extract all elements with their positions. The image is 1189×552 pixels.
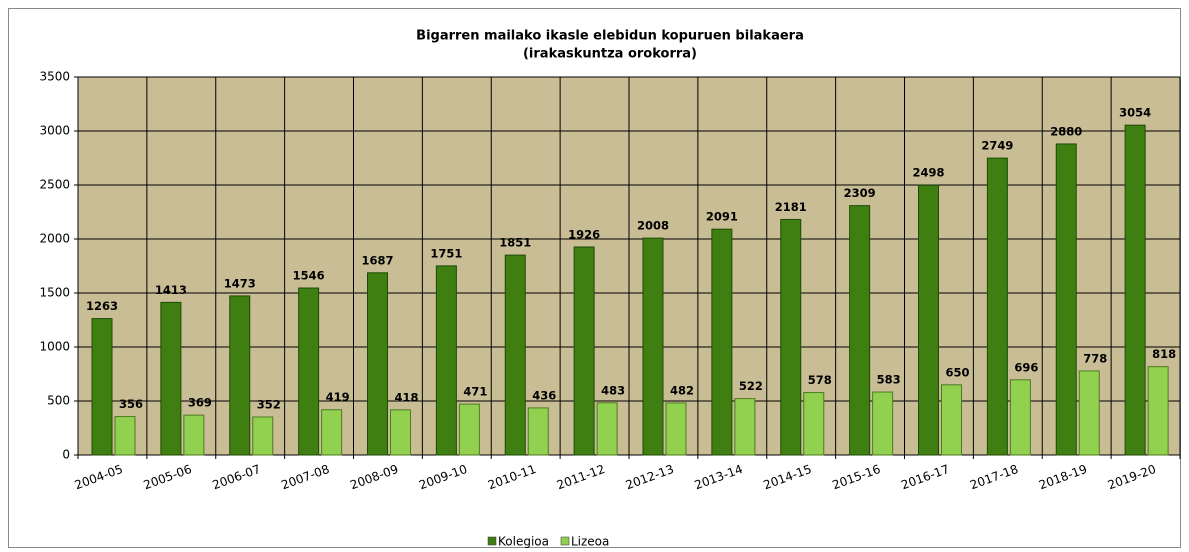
bar bbox=[458, 403, 480, 456]
data-label: 2181 bbox=[775, 200, 807, 214]
bar bbox=[252, 416, 274, 456]
bar bbox=[1055, 143, 1077, 456]
bar bbox=[114, 416, 136, 456]
data-label: 369 bbox=[188, 396, 212, 410]
data-label: 1851 bbox=[499, 236, 531, 250]
data-label: 352 bbox=[257, 397, 281, 411]
y-tick-label: 3000 bbox=[39, 124, 70, 138]
y-tick-label: 2000 bbox=[39, 232, 70, 246]
bar bbox=[390, 409, 411, 456]
bar bbox=[780, 218, 802, 456]
bar bbox=[941, 384, 962, 456]
data-label: 818 bbox=[1152, 347, 1176, 361]
y-tick-label: 3500 bbox=[39, 70, 70, 84]
data-label: 1687 bbox=[361, 253, 393, 267]
data-label: 2309 bbox=[844, 186, 876, 200]
data-label: 2091 bbox=[706, 210, 738, 224]
legend-label: Lizeoa bbox=[571, 535, 609, 549]
bar bbox=[803, 392, 825, 456]
data-label: 483 bbox=[601, 383, 625, 397]
bar bbox=[527, 407, 549, 456]
legend-swatch bbox=[560, 536, 570, 546]
data-label: 482 bbox=[670, 383, 694, 397]
data-label: 3054 bbox=[1119, 106, 1151, 120]
data-label: 1413 bbox=[155, 283, 187, 297]
data-label: 578 bbox=[808, 373, 832, 387]
bar bbox=[1078, 370, 1100, 456]
data-label: 1546 bbox=[293, 269, 325, 283]
bar bbox=[321, 409, 343, 456]
y-tick-label: 500 bbox=[47, 394, 70, 408]
bar bbox=[298, 287, 320, 456]
data-label: 2749 bbox=[981, 139, 1013, 153]
bar bbox=[849, 205, 871, 456]
bar bbox=[573, 246, 595, 456]
data-label: 471 bbox=[463, 385, 487, 399]
bar bbox=[91, 318, 113, 456]
bar bbox=[1009, 379, 1031, 456]
data-label: 418 bbox=[394, 390, 418, 404]
chart-title: Bigarren mailako ikasle elebidun kopurue… bbox=[416, 29, 804, 44]
bar bbox=[435, 265, 457, 456]
data-label: 419 bbox=[326, 390, 350, 404]
chart-subtitle: (irakaskuntza orokorra) bbox=[523, 47, 697, 62]
data-label: 1263 bbox=[86, 299, 118, 313]
bar bbox=[229, 295, 251, 456]
bar bbox=[183, 414, 205, 456]
data-label: 2498 bbox=[912, 166, 944, 180]
bar bbox=[504, 254, 526, 456]
y-tick-label: 0 bbox=[62, 448, 70, 462]
y-tick-label: 1000 bbox=[39, 340, 70, 354]
legend-label: Kolegioa bbox=[498, 535, 549, 549]
bar bbox=[160, 301, 182, 456]
data-label: 650 bbox=[945, 365, 969, 379]
data-label: 1751 bbox=[430, 246, 462, 260]
legend-swatch bbox=[487, 536, 497, 546]
bar bbox=[1147, 366, 1169, 456]
data-label: 778 bbox=[1083, 351, 1107, 365]
bar bbox=[367, 272, 388, 456]
data-label: 696 bbox=[1014, 360, 1038, 374]
bar bbox=[665, 402, 687, 456]
bar bbox=[596, 402, 618, 456]
data-label: 522 bbox=[739, 379, 763, 393]
bar bbox=[918, 184, 939, 456]
bar bbox=[734, 398, 756, 456]
data-label: 1473 bbox=[224, 276, 256, 290]
data-label: 1926 bbox=[568, 227, 600, 241]
y-tick-label: 2500 bbox=[39, 178, 70, 192]
bar bbox=[872, 391, 894, 456]
data-label: 356 bbox=[119, 397, 143, 411]
bar bbox=[642, 237, 664, 456]
data-label: 583 bbox=[877, 373, 901, 387]
y-tick-label: 1500 bbox=[39, 286, 70, 300]
bar bbox=[986, 157, 1008, 456]
bar bbox=[711, 228, 733, 456]
bar bbox=[1124, 124, 1146, 456]
data-label: 436 bbox=[532, 388, 556, 402]
data-label: 2880 bbox=[1050, 124, 1082, 138]
data-label: 2008 bbox=[637, 219, 669, 233]
